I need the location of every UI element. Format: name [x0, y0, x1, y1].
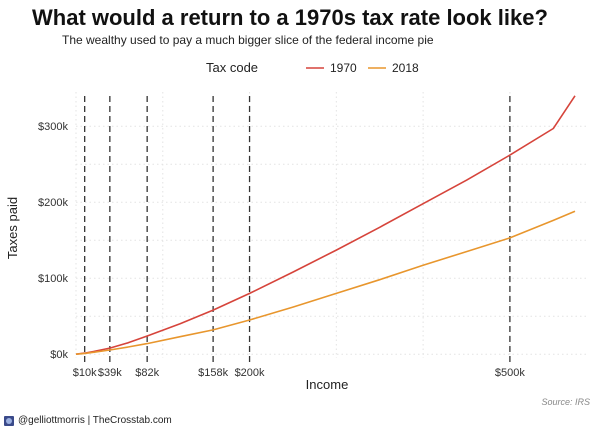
y-axis: $0k $100k $200k $300k: [38, 121, 68, 361]
x-tick-label: $158k: [198, 367, 228, 379]
y-tick-label: $200k: [38, 197, 68, 209]
x-tick-label: $10k: [73, 367, 97, 379]
y-tick-label: $300k: [38, 121, 68, 133]
y-axis-label: Taxes paid: [5, 197, 20, 259]
series-lines: [75, 95, 576, 355]
x-tick-label: $200k: [235, 367, 265, 379]
y-tick-label: $0k: [50, 349, 68, 361]
legend-label-2018: 2018: [392, 61, 419, 75]
footer-credit: @gelliottmorris | TheCrosstab.com: [4, 415, 172, 426]
credit-text: @gelliottmorris | TheCrosstab.com: [18, 415, 172, 426]
income-markers: [84, 96, 511, 364]
grid: [75, 92, 588, 358]
x-tick-label: $39k: [98, 367, 122, 379]
x-axis: $10k $39k $82k $158k $200k $500k: [73, 367, 526, 379]
chart-subtitle: The wealthy used to pay a much bigger sl…: [62, 33, 434, 47]
x-axis-label: Income: [306, 377, 349, 392]
series-line-1970: [75, 95, 576, 355]
x-tick-label: $500k: [495, 367, 525, 379]
series-line-2018: [75, 210, 576, 355]
legend-title: Tax code: [206, 60, 258, 75]
legend: Tax code 1970 2018: [206, 60, 419, 75]
y-tick-label: $100k: [38, 273, 68, 285]
legend-label-1970: 1970: [330, 61, 357, 75]
chart-title: What would a return to a 1970s tax rate …: [32, 5, 548, 30]
crosstab-logo-icon: [4, 415, 14, 426]
source-note: Source: IRS: [541, 397, 590, 407]
x-tick-label: $82k: [135, 367, 159, 379]
